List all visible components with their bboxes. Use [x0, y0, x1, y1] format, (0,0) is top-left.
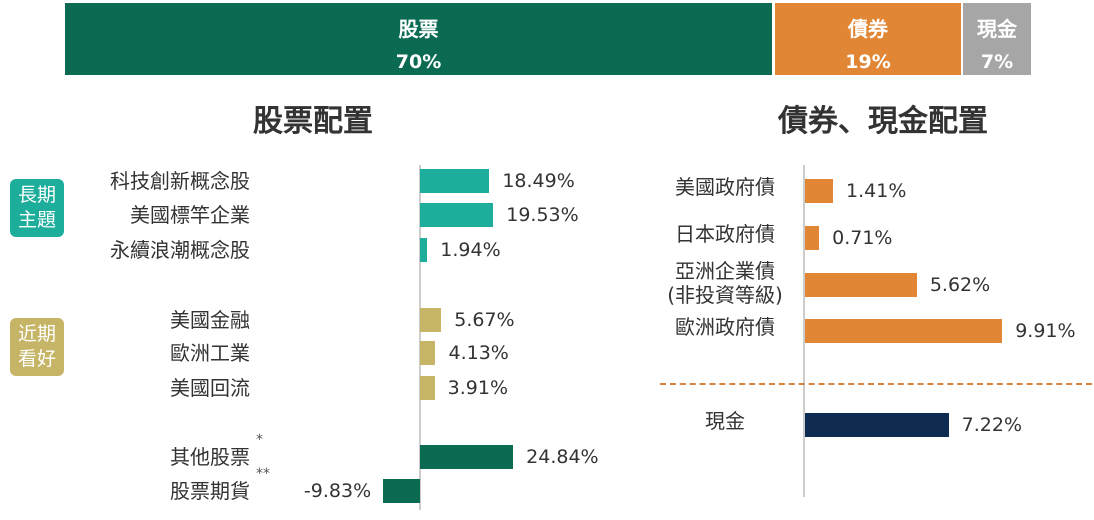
bond-category-4: 現金: [640, 409, 810, 433]
equity-value-4: 4.13%: [448, 342, 509, 364]
segment-percent: 70%: [395, 51, 442, 73]
equity-value-5: 3.91%: [447, 377, 509, 399]
equity-value-6: 24.84%: [526, 446, 599, 468]
bond-bar-2: [805, 273, 917, 297]
group-badge-line: 近期: [17, 323, 56, 345]
equity-footnote-mark-6: *: [256, 432, 263, 448]
equity-value-2: 1.94%: [440, 239, 501, 261]
bond-category-line: 美國政府債: [675, 175, 775, 199]
bond-bar-3: [805, 319, 1003, 343]
equity-bar-0: [420, 169, 490, 193]
equity-value-0: 18.49%: [502, 170, 575, 192]
equity-value-3: 5.67%: [454, 309, 515, 331]
bond-axis: [803, 165, 805, 497]
bond-value-1: 0.71%: [832, 227, 893, 249]
bond-category-line: 現金: [705, 409, 745, 433]
equity-section-title: 股票配置: [253, 104, 373, 139]
equity-bar-1: [420, 203, 494, 227]
equity-bar-6: [420, 445, 514, 469]
equity-category-5: 美國回流: [170, 376, 250, 400]
equity-bar-7: [383, 479, 420, 503]
equity-bar-2: [420, 238, 428, 262]
group-badge-line: 主題: [17, 209, 56, 231]
allocation-segment-0: 股票 70%: [65, 3, 772, 75]
equity-category-7: 股票期貨: [170, 479, 250, 503]
group-badge-line: 看好: [17, 348, 56, 370]
equity-value-7: -9.83%: [303, 480, 372, 502]
bond-category-3: 歐洲政府債: [640, 315, 810, 339]
equity-category-3: 美國金融: [170, 308, 250, 332]
equity-category-2: 永續浪潮概念股: [110, 238, 250, 262]
bond-bar-0: [805, 179, 834, 203]
equity-value-1: 19.53%: [506, 204, 579, 226]
bond-category-1: 日本政府債: [640, 222, 810, 246]
bond-value-3: 9.91%: [1015, 320, 1076, 342]
bond-category-line: 日本政府債: [675, 222, 775, 246]
bond-category-2: 亞洲企業債 (非投資等級): [640, 259, 810, 307]
equity-category-1: 美國標竿企業: [130, 203, 250, 227]
bond-category-line: (非投資等級): [667, 283, 783, 307]
bond-category-line: 歐洲政府債: [675, 315, 775, 339]
bond-cash-separator: [660, 383, 1092, 385]
segment-name: 現金: [977, 17, 1017, 41]
equity-bar-5: [420, 376, 435, 400]
segment-percent: 7%: [980, 51, 1014, 73]
equity-category-6: 其他股票: [170, 445, 250, 469]
group-badge-0: 長期 主題: [10, 179, 64, 237]
bond-category-0: 美國政府債: [640, 175, 810, 199]
group-badge-1: 近期 看好: [10, 318, 64, 376]
equity-bar-3: [420, 308, 442, 332]
allocation-segment-2: 現金 7%: [963, 3, 1031, 75]
bond-cash-section-title: 債券、現金配置: [778, 104, 988, 139]
segment-name: 債券: [848, 17, 888, 41]
allocation-segment-1: 債券 19%: [775, 3, 961, 75]
segment-name: 股票: [398, 17, 439, 41]
segment-percent: 19%: [845, 51, 891, 73]
equity-category-4: 歐洲工業: [170, 341, 250, 365]
equity-footnote-mark-7: **: [256, 466, 270, 482]
equity-axis: [419, 165, 421, 510]
group-badge-line: 長期: [17, 184, 56, 206]
bond-category-line: 亞洲企業債: [675, 259, 775, 283]
equity-category-0: 科技創新概念股: [110, 169, 250, 193]
bond-value-0: 1.41%: [846, 180, 907, 202]
equity-bar-4: [420, 341, 436, 365]
bond-value-4: 7.22%: [961, 414, 1023, 436]
bond-value-2: 5.62%: [929, 274, 991, 296]
bond-bar-1: [805, 226, 820, 250]
bond-bar-4: [805, 413, 949, 437]
